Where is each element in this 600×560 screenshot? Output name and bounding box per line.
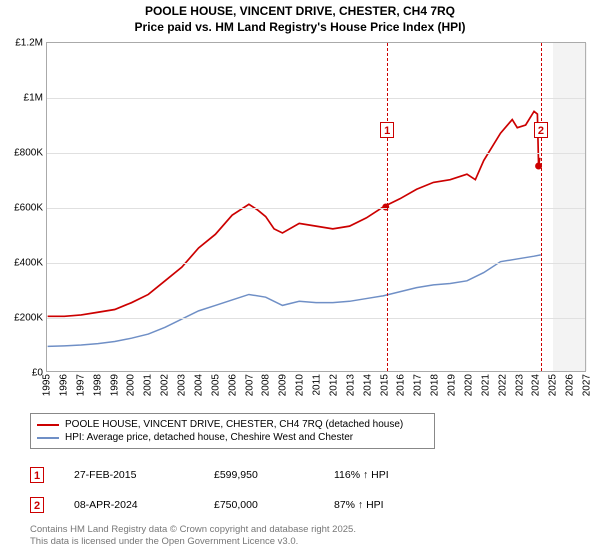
x-axis-label: 2004 — [193, 374, 204, 396]
x-axis-label: 2012 — [328, 374, 339, 396]
legend-swatch — [37, 437, 59, 439]
gridline — [47, 318, 585, 319]
y-axis-label: £400K — [14, 258, 43, 269]
chart-title: POOLE HOUSE, VINCENT DRIVE, CHESTER, CH4… — [0, 0, 600, 35]
x-axis-label: 2022 — [497, 374, 508, 396]
x-axis-label: 2019 — [447, 374, 458, 396]
y-axis-label: £600K — [14, 203, 43, 214]
x-axis-label: 2014 — [362, 374, 373, 396]
x-axis-label: 2023 — [514, 374, 525, 396]
x-axis-label: 2016 — [396, 374, 407, 396]
series-hpi — [48, 255, 541, 347]
x-axis-label: 2015 — [379, 374, 390, 396]
sale-price: £750,000 — [214, 499, 334, 511]
sale-index-marker: 1 — [30, 467, 44, 483]
x-axis-label: 2017 — [413, 374, 424, 396]
event-line — [541, 43, 542, 371]
x-axis-label: 2005 — [210, 374, 221, 396]
x-axis-label: 2013 — [345, 374, 356, 396]
sale-marker-dot — [382, 204, 389, 211]
x-axis-label: 2026 — [565, 374, 576, 396]
sales-table: 1 27-FEB-2015£599,950116% ↑ HPI 2 08-APR-20… — [30, 460, 389, 520]
title-line1: POOLE HOUSE, VINCENT DRIVE, CHESTER, CH4… — [0, 4, 600, 20]
series-property — [48, 111, 540, 316]
x-axis-label: 2010 — [295, 374, 306, 396]
title-line2: Price paid vs. HM Land Registry's House … — [0, 20, 600, 36]
x-axis-label: 2024 — [531, 374, 542, 396]
x-axis-label: 2027 — [582, 374, 593, 396]
x-axis-label: 2018 — [430, 374, 441, 396]
x-axis-label: 2020 — [463, 374, 474, 396]
x-axis-label: 2006 — [227, 374, 238, 396]
legend-box: POOLE HOUSE, VINCENT DRIVE, CHESTER, CH4… — [30, 413, 435, 449]
footnote-line2: This data is licensed under the Open Gov… — [30, 536, 356, 548]
legend-item: HPI: Average price, detached house, Ches… — [37, 431, 428, 444]
x-axis-label: 1996 — [58, 374, 69, 396]
gridline — [47, 153, 585, 154]
legend-swatch — [37, 424, 59, 426]
x-axis-label: 1999 — [109, 374, 120, 396]
legend-label: HPI: Average price, detached house, Ches… — [65, 432, 353, 443]
x-axis-label: 2009 — [278, 374, 289, 396]
y-axis-label: £800K — [14, 148, 43, 159]
sale-index-marker: 2 — [30, 497, 44, 513]
event-marker: 2 — [534, 122, 548, 138]
x-axis-label: 2003 — [177, 374, 188, 396]
sale-pct: 116% ↑ HPI — [334, 469, 389, 481]
x-axis-label: 2002 — [160, 374, 171, 396]
chart-plot-area: £0£200K£400K£600K£800K£1M£1.2M1995199619… — [46, 42, 586, 372]
sale-row: 1 27-FEB-2015£599,950116% ↑ HPI — [30, 460, 389, 490]
x-axis-label: 2025 — [548, 374, 559, 396]
footnote-line1: Contains HM Land Registry data © Crown c… — [30, 524, 356, 536]
plot-svg — [47, 43, 585, 371]
x-axis-label: 2021 — [480, 374, 491, 396]
y-axis-label: £1M — [24, 93, 43, 104]
x-axis-label: 1997 — [75, 374, 86, 396]
y-axis-label: £1.2M — [15, 38, 43, 49]
y-axis-label: £200K — [14, 313, 43, 324]
x-axis-label: 2001 — [143, 374, 154, 396]
legend-label: POOLE HOUSE, VINCENT DRIVE, CHESTER, CH4… — [65, 419, 403, 430]
future-shade — [553, 43, 587, 371]
legend-item: POOLE HOUSE, VINCENT DRIVE, CHESTER, CH4… — [37, 418, 428, 431]
x-axis-label: 2000 — [126, 374, 137, 396]
sale-price: £599,950 — [214, 469, 334, 481]
gridline — [47, 263, 585, 264]
sale-date: 27-FEB-2015 — [74, 469, 214, 481]
x-axis-label: 2008 — [261, 374, 272, 396]
gridline — [47, 98, 585, 99]
gridline — [47, 208, 585, 209]
sale-row: 2 08-APR-2024£750,00087% ↑ HPI — [30, 490, 389, 520]
sale-date: 08-APR-2024 — [74, 499, 214, 511]
x-axis-label: 2011 — [312, 374, 323, 396]
event-marker: 1 — [380, 122, 394, 138]
x-axis-label: 1995 — [42, 374, 53, 396]
footnote: Contains HM Land Registry data © Crown c… — [30, 524, 356, 549]
x-axis-label: 2007 — [244, 374, 255, 396]
sale-pct: 87% ↑ HPI — [334, 499, 384, 511]
event-line — [387, 43, 388, 371]
x-axis-label: 1998 — [92, 374, 103, 396]
